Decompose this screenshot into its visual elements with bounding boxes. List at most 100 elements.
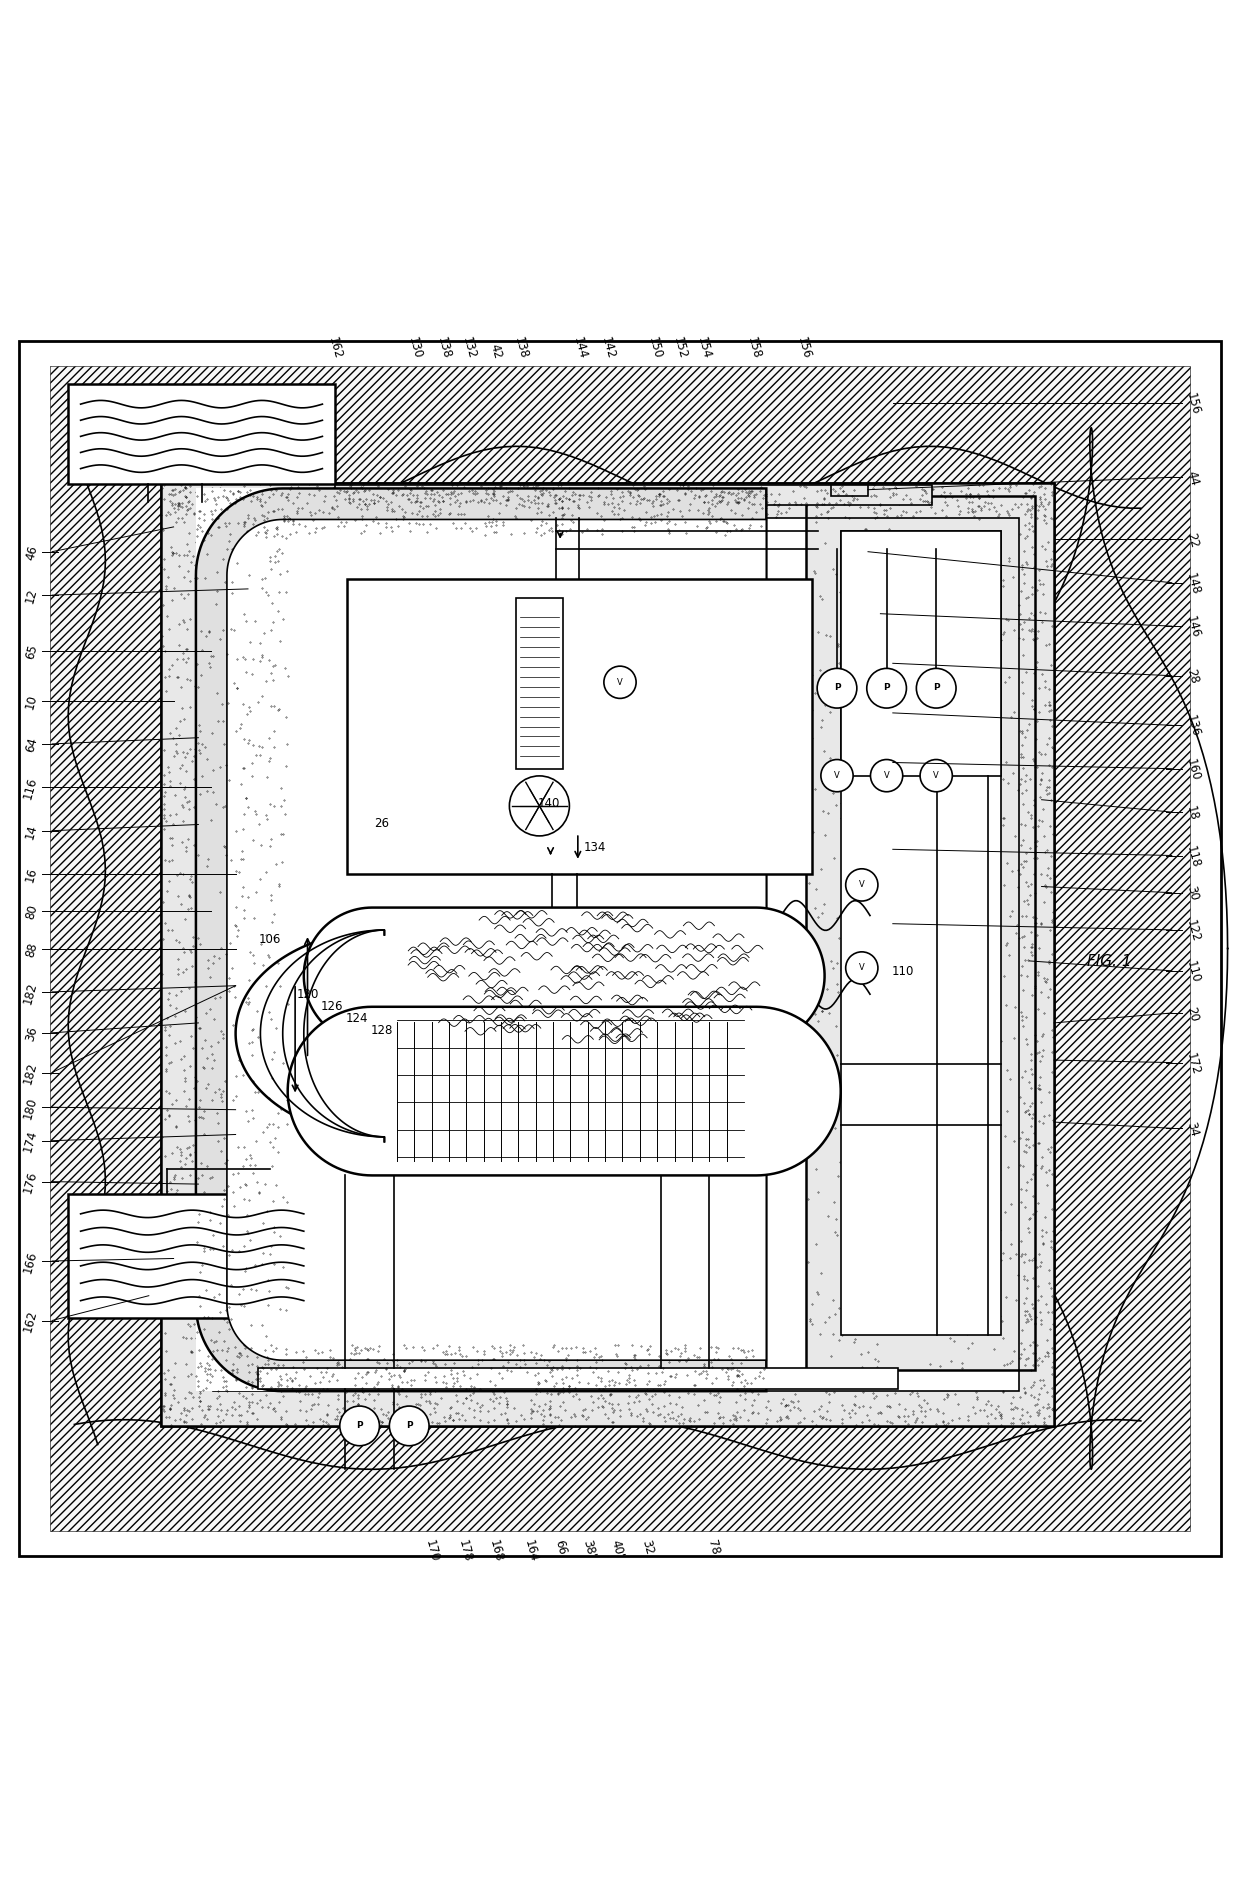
Text: 156: 156: [795, 336, 812, 361]
Text: V: V: [859, 962, 864, 972]
Text: 26: 26: [374, 816, 389, 829]
Text: 44: 44: [1184, 469, 1200, 488]
Text: 18: 18: [1184, 805, 1200, 822]
Text: 122: 122: [1184, 919, 1203, 943]
Circle shape: [846, 869, 878, 902]
Text: 162: 162: [326, 336, 343, 361]
Text: 134: 134: [584, 841, 606, 854]
Text: 180: 180: [21, 1095, 40, 1120]
Text: 42: 42: [487, 342, 505, 361]
Text: 130: 130: [407, 336, 424, 361]
Bar: [161, 484, 1054, 1425]
Text: 14: 14: [24, 822, 40, 841]
Text: 78: 78: [704, 1537, 722, 1556]
Text: 126: 126: [321, 1000, 343, 1012]
Text: V: V: [934, 771, 939, 780]
Text: 34: 34: [1184, 1120, 1200, 1137]
Polygon shape: [227, 520, 766, 1361]
Bar: [335, 486, 932, 505]
Text: 110: 110: [1184, 958, 1203, 983]
Text: P: P: [932, 683, 940, 693]
Bar: [516, 598, 563, 769]
Text: 38': 38': [580, 1537, 598, 1558]
Bar: [258, 1368, 898, 1389]
Circle shape: [340, 1406, 379, 1446]
Text: 170: 170: [423, 1537, 440, 1562]
Text: 132: 132: [460, 336, 477, 361]
Bar: [831, 486, 868, 497]
Circle shape: [604, 666, 636, 698]
Bar: [841, 531, 1001, 776]
Text: 182: 182: [21, 979, 40, 1004]
Text: 154: 154: [696, 336, 713, 361]
Text: 166: 166: [21, 1249, 40, 1274]
Circle shape: [846, 953, 878, 985]
Text: V: V: [859, 879, 864, 888]
Bar: [196, 490, 766, 1391]
Text: 12: 12: [24, 586, 40, 605]
Bar: [161, 484, 1054, 1425]
Text: 40': 40': [609, 1537, 626, 1558]
Text: V: V: [618, 678, 622, 687]
Bar: [806, 497, 1035, 1370]
Text: V: V: [884, 771, 889, 780]
Bar: [841, 531, 1001, 1336]
Text: 80: 80: [24, 903, 40, 921]
Circle shape: [817, 668, 857, 708]
Text: 32: 32: [639, 1537, 656, 1556]
Bar: [161, 484, 213, 1425]
Text: P: P: [356, 1420, 363, 1429]
Text: 146: 146: [1184, 615, 1203, 640]
Text: 28: 28: [1184, 668, 1200, 685]
Text: 120: 120: [296, 987, 319, 1000]
Text: 46: 46: [24, 543, 40, 562]
Polygon shape: [304, 907, 825, 1044]
Text: 64: 64: [24, 736, 40, 754]
Text: 66: 66: [552, 1537, 569, 1556]
Text: V: V: [835, 771, 839, 780]
Text: 172: 172: [1184, 1050, 1203, 1076]
Text: 156: 156: [1184, 391, 1203, 416]
Text: 138: 138: [512, 336, 529, 361]
Text: 160: 160: [1184, 757, 1203, 782]
Text: 168: 168: [487, 1537, 505, 1562]
Text: 118: 118: [1184, 843, 1203, 869]
Polygon shape: [288, 1008, 841, 1175]
Circle shape: [870, 759, 903, 791]
Text: 178: 178: [456, 1537, 474, 1562]
Text: 65: 65: [24, 643, 40, 661]
Text: 152: 152: [671, 336, 688, 361]
Text: 88: 88: [24, 940, 40, 958]
Text: 174: 174: [21, 1129, 40, 1154]
Text: 110: 110: [892, 964, 914, 977]
Text: 36: 36: [24, 1025, 40, 1042]
Text: 106: 106: [259, 932, 281, 945]
Text: 148: 148: [1184, 571, 1203, 596]
Text: 22: 22: [1184, 531, 1200, 549]
Bar: [1019, 484, 1054, 1425]
Polygon shape: [196, 490, 766, 1391]
Text: 144: 144: [572, 336, 589, 361]
Circle shape: [389, 1406, 429, 1446]
Text: 116: 116: [21, 776, 40, 801]
Text: 182: 182: [21, 1061, 40, 1086]
Text: 162: 162: [21, 1308, 40, 1334]
Text: P: P: [833, 683, 841, 693]
Bar: [68, 385, 335, 484]
Text: 30: 30: [1184, 884, 1200, 902]
Text: 16: 16: [24, 865, 40, 884]
Circle shape: [510, 776, 569, 837]
Text: 150: 150: [646, 336, 663, 361]
Circle shape: [821, 759, 853, 791]
Circle shape: [916, 668, 956, 708]
Text: 142: 142: [599, 336, 616, 361]
Text: 20: 20: [1184, 1004, 1200, 1023]
Text: 136: 136: [1184, 714, 1203, 738]
Circle shape: [920, 759, 952, 791]
Text: 158: 158: [745, 336, 763, 361]
Circle shape: [867, 668, 906, 708]
Text: 10: 10: [24, 693, 40, 710]
Text: FIG. 1: FIG. 1: [1087, 955, 1132, 968]
Bar: [68, 1194, 316, 1319]
Bar: [213, 518, 1019, 1391]
